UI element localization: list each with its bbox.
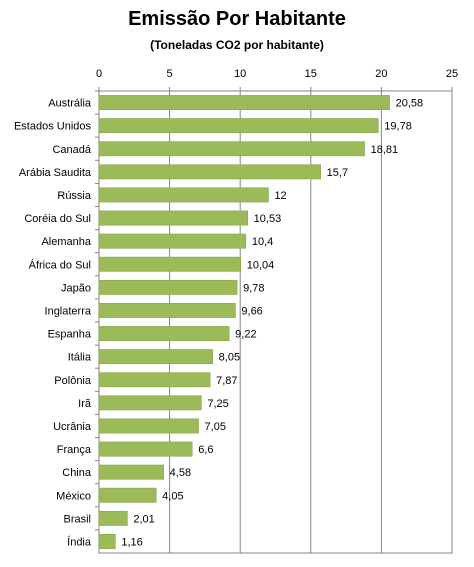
data-label: 19,78 [384,121,412,133]
category-label: China [62,467,92,479]
bar [98,326,230,341]
x-tick-label: 15 [305,68,317,80]
category-label: África do Sul [29,258,91,271]
bar [98,118,379,134]
data-label: 4,05 [162,490,183,502]
category-label: Irã [78,398,92,410]
bar [98,464,164,480]
chart-subtitle: (Toneladas CO2 por habitante) [150,38,324,52]
category-label: Canadá [52,144,91,156]
data-label: 2,01 [133,513,154,525]
bar [98,95,390,110]
x-tick-label: 10 [234,68,246,80]
bar [98,210,248,226]
category-label: Inglaterra [45,305,92,317]
x-tick-label: 20 [375,68,387,80]
category-label: Alemanha [41,236,91,248]
data-label: 10,4 [252,236,273,248]
data-label: 15,7 [327,167,348,179]
category-label: Ucrânia [53,421,92,433]
x-tick-label: 5 [167,68,173,80]
data-label: 10,04 [247,259,275,271]
bar [98,233,247,249]
category-label: Brasil [63,513,91,525]
category-label: Índia [67,535,92,548]
data-label: 9,66 [241,305,262,317]
bar [98,303,236,318]
data-label: 7,87 [216,375,237,387]
data-label: 20,58 [396,98,424,110]
bar [98,279,238,295]
data-label: 7,05 [205,421,226,433]
bar [98,141,365,157]
category-label: Rússia [57,190,92,202]
data-label: 9,78 [243,282,264,294]
bar [98,187,269,203]
data-label: 18,81 [371,144,399,156]
chart-title: Emissão Por Habitante [128,8,346,30]
bar [98,395,202,411]
data-label: 8,05 [219,352,240,364]
bar [98,487,157,503]
data-label: 9,22 [235,329,256,341]
category-label: Estados Unidos [14,121,92,133]
data-label: 1,16 [121,536,142,548]
plot-area [98,90,453,554]
bar [98,418,199,434]
x-tick-label: 25 [446,68,458,80]
category-label: Polônia [54,375,92,387]
data-label: 12 [274,190,286,202]
data-label: 4,58 [170,467,191,479]
category-label: Arábia Saudita [19,167,92,179]
category-label: França [57,444,92,456]
bar [98,256,242,272]
bar [98,510,128,526]
data-label: 10,53 [254,213,282,225]
category-label: Japão [61,282,91,294]
bar [98,349,213,365]
bar [98,164,321,180]
category-label: Coréia do Sul [24,213,91,225]
bar [98,372,211,388]
bar [98,441,193,457]
category-label: Austrália [48,98,92,110]
data-label: 7,25 [207,398,228,410]
category-label: México [56,490,91,502]
x-tick-label: 0 [96,68,102,80]
data-label: 6,6 [198,444,213,456]
bar [98,534,116,549]
category-label: Itália [68,352,92,364]
category-label: Espanha [48,329,92,341]
